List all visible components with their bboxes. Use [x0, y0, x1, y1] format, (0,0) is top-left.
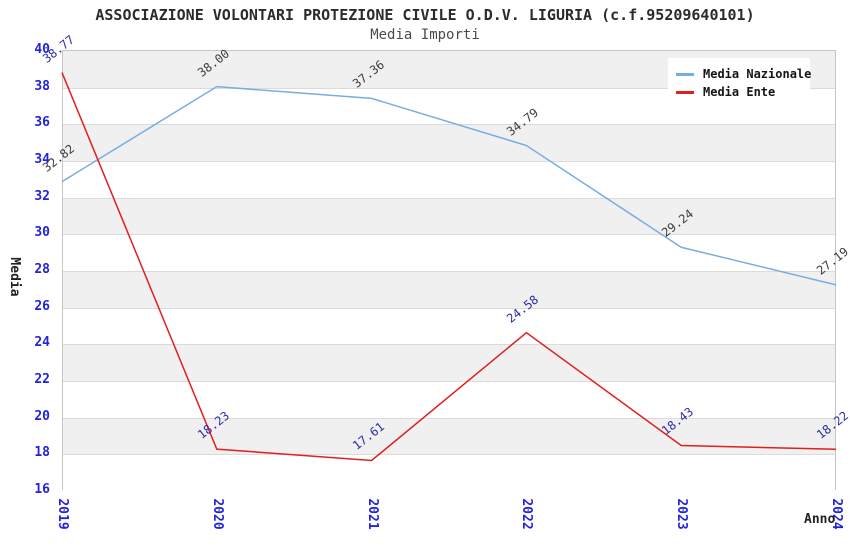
- plot-band: [63, 161, 835, 198]
- y-tick-label: 24: [34, 335, 50, 351]
- plot-band: [63, 381, 835, 418]
- legend-swatch-ente-icon: [676, 90, 694, 94]
- x-tick-label: 2021: [364, 498, 380, 530]
- plot-band: [63, 271, 835, 308]
- plot-band: [63, 124, 835, 161]
- gridline: [63, 417, 835, 419]
- x-axis-title: Anno: [804, 512, 836, 527]
- gridline: [63, 344, 835, 346]
- x-tick-label: 2023: [674, 498, 690, 530]
- y-tick-label: 28: [34, 262, 50, 277]
- legend-label: Media Ente: [703, 85, 776, 99]
- y-tick-label: 30: [34, 225, 50, 241]
- y-tick-label: 18: [34, 445, 50, 461]
- y-tick-label: 36: [34, 115, 50, 131]
- gridline: [63, 307, 835, 309]
- gridline: [63, 454, 835, 456]
- chart-subtitle: Media Importi: [370, 27, 480, 43]
- y-tick-label: 26: [34, 298, 50, 314]
- legend-item-media-ente: Media Ente: [676, 83, 802, 101]
- y-tick-label: 20: [34, 408, 50, 424]
- y-tick-label: 16: [34, 482, 50, 497]
- y-tick-label: 38: [34, 78, 50, 94]
- plot-band: [63, 344, 835, 381]
- plot-band: [63, 307, 835, 345]
- plot-band: [63, 454, 835, 491]
- plot-band: [63, 234, 835, 271]
- y-tick-label: 32: [34, 188, 50, 204]
- y-tick-label: 40: [34, 42, 50, 57]
- legend-item-media-nazionale: Media Nazionale: [676, 65, 811, 83]
- x-tick-label: 2020: [209, 498, 225, 530]
- plot-area: [62, 50, 836, 491]
- gridline: [63, 161, 835, 162]
- y-axis-title: Media: [7, 257, 22, 297]
- y-tick-label: 34: [34, 152, 50, 167]
- gridline: [63, 234, 835, 236]
- legend-label: Media Nazionale: [703, 67, 812, 81]
- plot-band: [63, 417, 835, 455]
- plot-band: [63, 197, 835, 235]
- gridline: [63, 124, 835, 126]
- x-tick-label: 2022: [519, 498, 535, 530]
- legend-swatch-nazionale-icon: [676, 72, 694, 76]
- gridline: [63, 381, 835, 382]
- y-tick-label: 22: [34, 372, 50, 387]
- legend: Media Nazionale Media Ente: [668, 58, 811, 108]
- gridline: [63, 271, 835, 272]
- chart-title: ASSOCIAZIONE VOLONTARI PROTEZIONE CIVILE…: [95, 6, 755, 24]
- gridline: [63, 197, 835, 199]
- x-tick-label: 2019: [55, 498, 70, 530]
